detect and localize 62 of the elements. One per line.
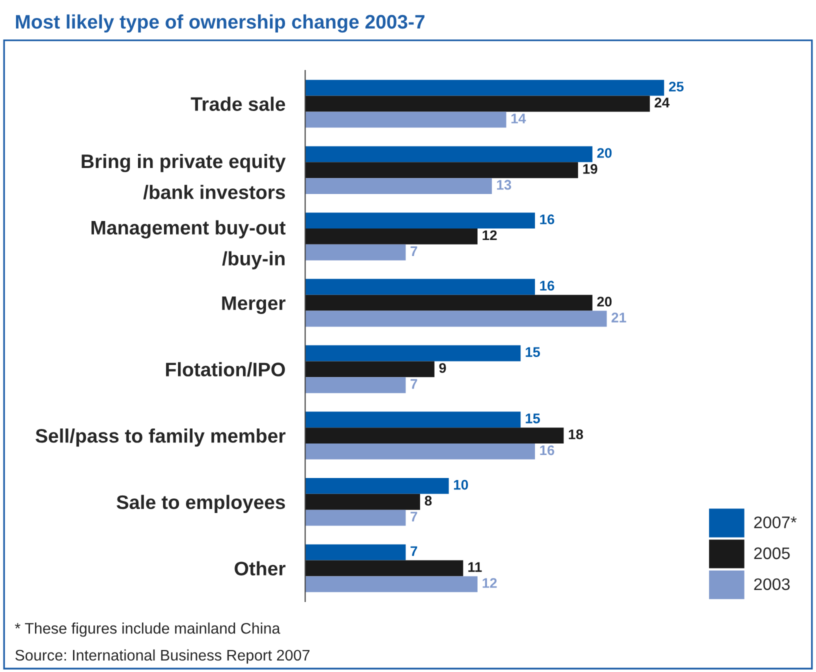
data-label: 14 xyxy=(511,114,526,124)
bar xyxy=(305,228,478,244)
data-label: 7 xyxy=(410,246,418,256)
legend-label: 2007* xyxy=(754,516,797,528)
bar xyxy=(305,377,406,394)
bar xyxy=(305,576,478,592)
data-label: 7 xyxy=(410,546,418,556)
y-tick-label: Other xyxy=(234,561,286,576)
data-label: 10 xyxy=(454,480,468,490)
data-label: 20 xyxy=(597,296,612,307)
bar xyxy=(305,478,449,494)
data-label: 15 xyxy=(526,347,540,357)
bar xyxy=(305,345,521,362)
y-tick-label: Bring in private equity /bank investors xyxy=(82,154,286,200)
bar xyxy=(305,80,664,96)
data-label: 7 xyxy=(410,512,418,522)
legend-label: 2003 xyxy=(754,578,790,590)
bar xyxy=(305,294,592,311)
data-label: 25 xyxy=(669,82,684,92)
y-tick-label: Flotation/IPO xyxy=(166,362,285,377)
bar xyxy=(305,96,650,112)
bar xyxy=(305,428,564,444)
data-label: 16 xyxy=(540,214,554,224)
y-tick-label: Trade sale xyxy=(190,96,286,111)
bar xyxy=(305,361,434,378)
legend-label: 2005 xyxy=(754,547,790,560)
bar xyxy=(305,310,607,327)
y-tick-label: Sale to employees xyxy=(116,494,285,513)
data-label: 12 xyxy=(482,578,497,588)
data-label: 18 xyxy=(568,429,584,440)
data-label: 19 xyxy=(583,164,598,174)
y-tick-label: Merger xyxy=(222,296,286,314)
data-label: 20 xyxy=(597,148,612,158)
bar xyxy=(305,544,406,560)
source-note: Source: International Business Report 2007 xyxy=(15,649,310,664)
data-label: 12 xyxy=(482,230,497,240)
data-label: 7 xyxy=(410,379,418,389)
data-label: 8 xyxy=(424,496,432,506)
bar xyxy=(305,178,492,194)
chart-title: Most likely type of ownership change 2003-7 xyxy=(16,14,424,33)
bar xyxy=(305,212,535,228)
data-label: 21 xyxy=(612,312,626,322)
bar xyxy=(305,444,535,460)
data-label: 16 xyxy=(540,445,554,456)
text: * These figures include mainland China xyxy=(14,622,280,637)
bar xyxy=(305,244,406,260)
y-tick-label: Sell/pass to family member xyxy=(36,428,286,447)
bar xyxy=(305,412,521,428)
data-label: 11 xyxy=(468,562,482,572)
data-label: 13 xyxy=(497,180,512,190)
data-label: 16 xyxy=(540,280,554,291)
data-label: 9 xyxy=(439,363,446,373)
bar xyxy=(305,560,464,576)
data-label: 15 xyxy=(526,414,540,424)
bar xyxy=(305,146,592,162)
bar xyxy=(305,494,420,510)
data-label: 24 xyxy=(654,98,670,108)
bar xyxy=(305,162,578,178)
y-tick-label: Management buy-out /buy-in xyxy=(92,220,286,270)
bar xyxy=(305,510,406,526)
bar xyxy=(305,112,506,128)
bar xyxy=(305,278,535,295)
